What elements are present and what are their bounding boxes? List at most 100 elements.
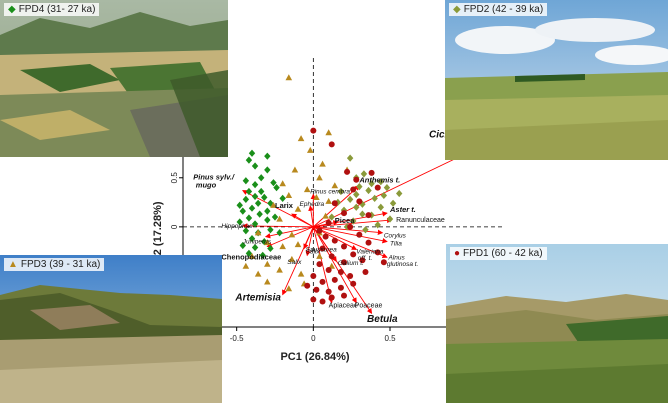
fpd4-point xyxy=(254,199,262,207)
fpd2-point xyxy=(383,183,391,192)
fpd4-point xyxy=(245,249,253,257)
arrow-label: Tilia xyxy=(390,241,402,248)
fpd3-point xyxy=(279,180,286,187)
fpd3-point xyxy=(294,205,302,212)
fpd3-point xyxy=(325,129,332,136)
fpd3-point xyxy=(322,212,329,219)
triangle-icon: ▲ xyxy=(8,259,18,270)
fpd4-point xyxy=(242,195,250,203)
fpd3-point xyxy=(254,270,262,277)
fpd3-point xyxy=(297,135,305,142)
fpd2-point xyxy=(396,189,403,198)
fpd1-point xyxy=(310,296,317,303)
fpd4-point xyxy=(264,207,271,215)
fpd1-point xyxy=(350,251,357,258)
fpd1-point xyxy=(356,198,363,205)
arrow-label: Pinus sylv./ xyxy=(193,173,235,182)
fpd4-point xyxy=(251,162,259,170)
fpd4-point xyxy=(276,229,283,237)
fpd1-point xyxy=(319,298,326,305)
loading-arrow xyxy=(305,226,314,257)
fpd1-point xyxy=(319,245,326,252)
x-tick-label: -0.5 xyxy=(230,334,244,343)
fpd3-point xyxy=(264,278,271,285)
fpd1-label: FPD1 (60 - 42 ka) xyxy=(463,248,543,259)
fpd3-point xyxy=(279,243,286,250)
fpd3-point xyxy=(316,174,323,181)
fpd2-point xyxy=(371,194,378,202)
fpd2-landscape-image xyxy=(445,0,668,160)
arrow-label: Saussurea xyxy=(306,246,337,253)
y-tick-label: 0 xyxy=(170,224,179,229)
fpd4-point xyxy=(273,183,280,192)
fpd1-point xyxy=(350,186,357,193)
fpd1-point xyxy=(328,141,335,148)
arrow-label: glutinosa t. xyxy=(387,261,419,268)
fpd2-point xyxy=(386,215,394,223)
loading-arrow xyxy=(313,226,388,244)
fpd1-point xyxy=(341,259,347,266)
fpd1-point xyxy=(365,212,372,219)
fpd1-point xyxy=(350,280,357,287)
photo-fpd2: ◆ FPD2 (42 - 39 ka) xyxy=(445,0,668,160)
fpd2-point xyxy=(353,190,360,199)
fpd1-landscape-image xyxy=(446,244,668,403)
arrow-label: Aster t. xyxy=(389,205,416,214)
fpd4-point xyxy=(248,204,256,212)
fpd4-point xyxy=(239,207,246,215)
fpd2-point xyxy=(328,213,335,221)
fpd4-point xyxy=(256,210,263,218)
sample-points xyxy=(236,74,403,305)
fpd4-point xyxy=(248,235,256,243)
fpd4-point xyxy=(259,251,266,259)
fpd3-label: FPD3 (39 - 31 ka) xyxy=(20,259,101,270)
arrow-label: Alnus xyxy=(387,254,405,261)
circle-icon: ● xyxy=(454,248,461,259)
loading-arrow xyxy=(264,226,314,239)
fpd1-point xyxy=(331,200,338,207)
fpd4-label: FPD4 (31- 27 ka) xyxy=(18,4,96,15)
fpd4-point xyxy=(267,226,274,234)
fpd1-point xyxy=(341,243,347,250)
fpd2-point xyxy=(377,178,384,186)
fpd4-point xyxy=(258,187,265,196)
fpd3-point xyxy=(297,270,305,277)
fpd2-point xyxy=(365,186,372,195)
fpd3-point xyxy=(316,252,323,259)
fpd4-point xyxy=(245,214,253,222)
loading-arrow xyxy=(312,226,357,304)
fpd1-point xyxy=(356,231,363,238)
loading-arrow xyxy=(313,211,388,228)
fpd1-point xyxy=(310,127,317,134)
fpd1-point xyxy=(325,267,332,274)
fpd1-point xyxy=(337,269,344,276)
arrow-label: Ephedra xyxy=(300,201,325,208)
fpd4-point xyxy=(258,174,265,182)
x-axis-label: PC1 (26.84%) xyxy=(280,351,349,363)
fpd3-point xyxy=(331,182,339,189)
fpd1-point xyxy=(325,219,332,226)
fpd1-point xyxy=(341,292,347,299)
x-tick-label: 0 xyxy=(311,334,316,343)
arrow-label: Poaceae xyxy=(355,302,383,309)
loading-arrow xyxy=(291,213,314,228)
fpd4-point xyxy=(242,227,250,235)
fpd1-point xyxy=(325,288,332,295)
photo-fpd4: ◆ FPD4 (31- 27 ka) xyxy=(0,0,228,157)
fpd2-label: FPD2 (42 - 39 ka) xyxy=(463,4,544,15)
fpd4-point xyxy=(245,187,253,196)
loading-arrow xyxy=(313,226,388,259)
fpd1-point xyxy=(328,294,335,301)
fpd3-point xyxy=(306,146,314,153)
fpd3-point xyxy=(270,201,277,208)
fpd2-point xyxy=(346,154,354,162)
fpd2-point xyxy=(346,195,354,203)
fpd1-point xyxy=(316,261,323,268)
fpd2-point xyxy=(368,180,375,188)
fpd4-point xyxy=(251,243,259,252)
arrow-label: Pinus cembra xyxy=(310,188,350,195)
fpd3-point xyxy=(254,229,262,236)
fpd1-point xyxy=(310,272,317,279)
arrow-label: Valeriana xyxy=(356,248,384,255)
fpd1-point xyxy=(304,282,311,289)
